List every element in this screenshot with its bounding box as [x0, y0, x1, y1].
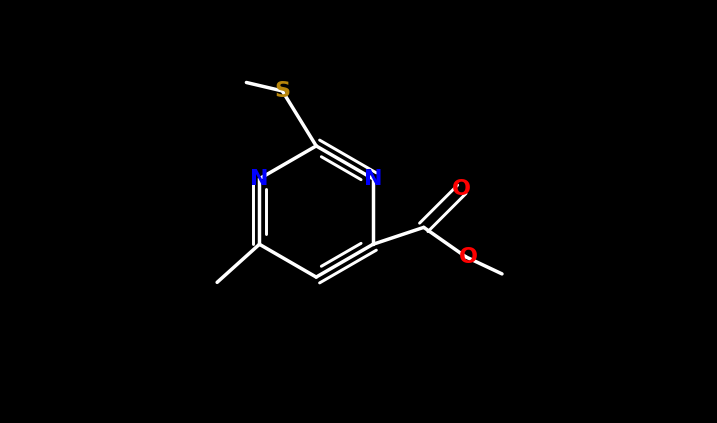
Text: O: O	[452, 179, 471, 199]
Text: O: O	[459, 247, 478, 267]
Text: N: N	[250, 169, 269, 189]
Text: N: N	[364, 169, 382, 189]
Text: S: S	[275, 81, 290, 101]
